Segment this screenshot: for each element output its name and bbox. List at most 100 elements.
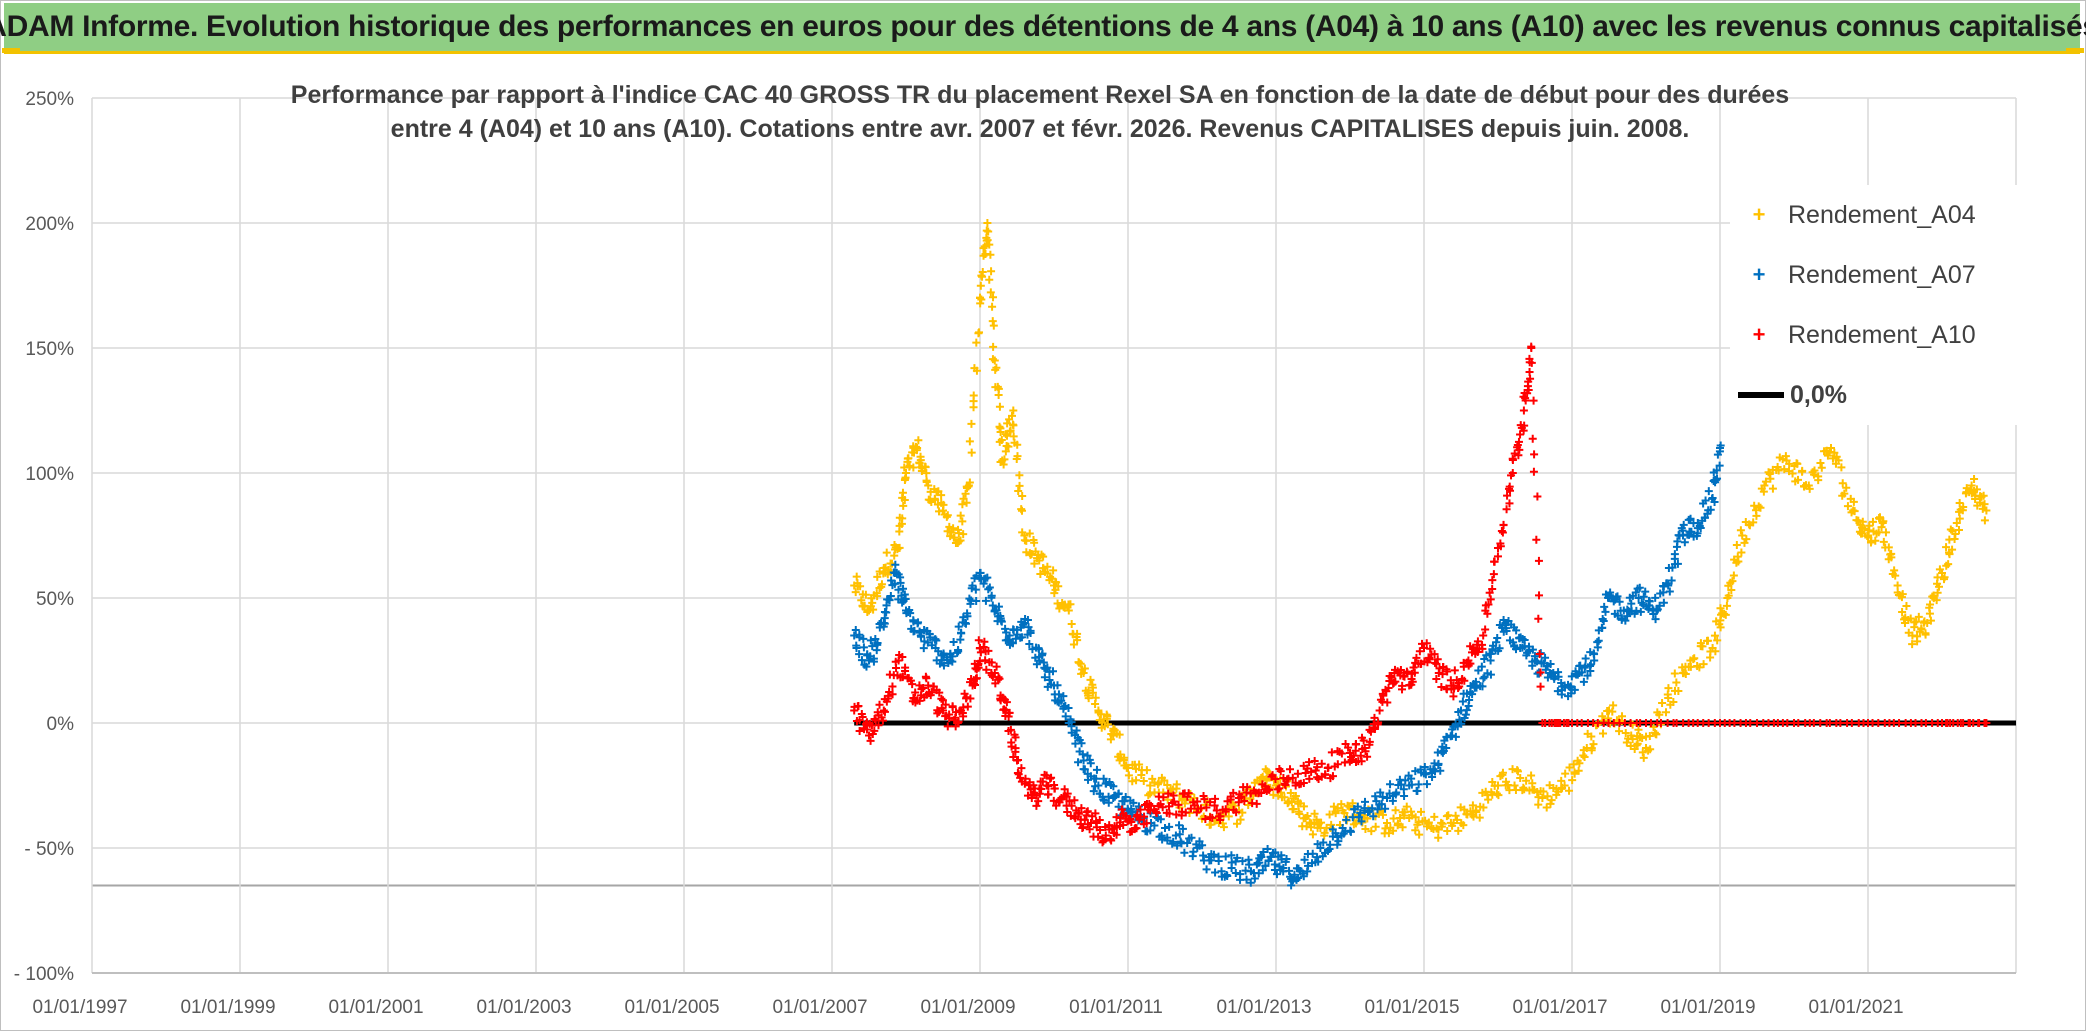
- data-point: [1202, 865, 1211, 874]
- data-point: [1639, 592, 1648, 601]
- data-point: [1163, 836, 1172, 845]
- data-point: [862, 662, 871, 671]
- data-point: [1805, 484, 1814, 493]
- data-point: [1601, 607, 1610, 616]
- data-point: [1208, 813, 1217, 822]
- data-point: [1409, 663, 1418, 672]
- data-point: [1481, 625, 1490, 634]
- data-point: [851, 588, 860, 597]
- data-point: [1109, 782, 1118, 791]
- data-point: [1488, 576, 1497, 585]
- data-point: [1271, 848, 1280, 857]
- legend-item-a07: + Rendement_A07: [1730, 245, 2020, 305]
- x-tick-label: 01/01/2015: [1364, 997, 1459, 1018]
- data-point: [1834, 456, 1843, 465]
- data-point: [1565, 786, 1574, 795]
- data-point: [1356, 808, 1365, 817]
- data-point: [935, 688, 944, 697]
- data-point: [874, 721, 883, 730]
- x-tick-label: 01/01/2011: [1069, 997, 1163, 1018]
- data-point: [1465, 696, 1474, 705]
- data-point: [1368, 804, 1377, 813]
- data-point: [1413, 786, 1422, 795]
- data-point: [989, 293, 998, 302]
- data-point: [1396, 814, 1405, 823]
- data-point: [1738, 531, 1747, 540]
- data-point: [915, 627, 924, 636]
- data-point: [1421, 770, 1430, 779]
- data-point: [1525, 368, 1534, 377]
- data-point: [1400, 791, 1409, 800]
- data-point: [899, 584, 908, 593]
- data-point: [1232, 819, 1241, 828]
- data-point: [1174, 800, 1183, 809]
- data-point: [1850, 507, 1859, 516]
- data-point: [1255, 858, 1264, 867]
- data-point: [937, 694, 946, 703]
- data-point: [1242, 875, 1251, 884]
- data-point: [1349, 751, 1358, 760]
- data-point: [900, 495, 909, 504]
- data-point: [1494, 781, 1502, 790]
- data-point: [1468, 690, 1477, 699]
- data-point: [1970, 475, 1979, 484]
- data-point: [1004, 442, 1013, 451]
- data-point: [985, 275, 994, 284]
- data-point: [1674, 686, 1683, 695]
- data-point: [1156, 815, 1165, 824]
- data-point: [1401, 776, 1410, 785]
- data-point: [1527, 344, 1536, 352]
- data-point: [1444, 811, 1453, 820]
- data-point: [1898, 590, 1907, 599]
- data-point: [1448, 725, 1457, 734]
- data-point: [1712, 466, 1721, 475]
- data-point: [1436, 766, 1445, 775]
- data-point: [1029, 536, 1038, 545]
- data-point: [1914, 612, 1923, 621]
- data-point: [865, 731, 873, 740]
- data-point: [1050, 784, 1059, 793]
- data-point: [1442, 665, 1451, 674]
- data-point: [1428, 773, 1437, 782]
- data-point: [1365, 737, 1374, 746]
- data-point: [989, 321, 998, 330]
- data-point: [1346, 827, 1355, 836]
- data-point: [981, 656, 990, 665]
- data-point: [1727, 585, 1736, 594]
- data-point: [1245, 860, 1254, 869]
- data-point: [1045, 675, 1054, 684]
- data-point: [1221, 807, 1230, 816]
- data-point: [949, 524, 958, 533]
- data-point: [1529, 467, 1538, 476]
- data-point: [1678, 526, 1687, 535]
- data-point: [1120, 753, 1129, 762]
- data-point: [1605, 591, 1614, 600]
- data-point: [1547, 796, 1556, 805]
- data-point: [1756, 503, 1765, 512]
- data-point: [1874, 528, 1883, 537]
- data-point: [1007, 638, 1016, 647]
- data-point: [1083, 807, 1092, 816]
- data-point: [1150, 821, 1159, 830]
- data-point: [1376, 788, 1385, 797]
- data-point: [1397, 780, 1406, 789]
- data-point: [1933, 573, 1942, 582]
- data-point: [1221, 852, 1230, 861]
- data-point: [1383, 794, 1391, 802]
- data-point: [1417, 807, 1426, 816]
- data-point: [1623, 612, 1632, 621]
- data-point: [1327, 748, 1336, 757]
- data-point: [1259, 847, 1268, 856]
- data-point: [1411, 813, 1420, 822]
- data-point: [1687, 527, 1696, 536]
- data-point: [1442, 744, 1451, 752]
- data-point: [1816, 459, 1825, 468]
- data-point: [1084, 694, 1093, 703]
- data-point: [1007, 411, 1016, 420]
- data-point: [882, 548, 891, 557]
- series-Rendement_A07: [850, 441, 1725, 890]
- data-point: [1854, 516, 1863, 525]
- data-point: [1142, 766, 1151, 775]
- data-point: [888, 690, 897, 699]
